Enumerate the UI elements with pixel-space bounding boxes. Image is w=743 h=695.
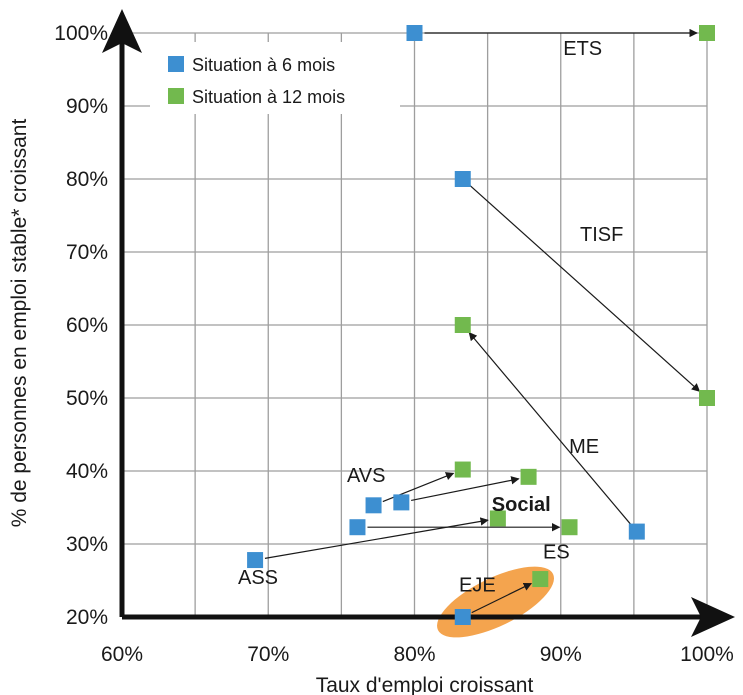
grid-lines	[122, 32, 708, 617]
legend: Situation à 6 mois Situation à 12 mois	[150, 42, 400, 114]
y-axis-label: % de personnes en emploi stable* croissa…	[8, 119, 31, 528]
legend-background	[150, 42, 400, 114]
x-tick-label: 70%	[247, 643, 289, 666]
annotation-social: Social	[492, 494, 551, 516]
data-points	[247, 25, 715, 625]
y-tick-label: 80%	[66, 168, 108, 191]
point-12mois-me	[454, 317, 471, 333]
point-6mois-social	[393, 494, 410, 511]
x-axis-arrowhead	[691, 597, 735, 637]
transition-arrows	[264, 28, 701, 614]
arrow-social	[411, 476, 520, 502]
y-tick-label: 50%	[66, 387, 108, 410]
annotation-me: ME	[569, 436, 599, 458]
point-6mois-eje	[454, 609, 471, 625]
legend-label: Situation à 12 mois	[192, 87, 345, 107]
highlight-ellipse-eje	[437, 566, 554, 638]
annotation-ass: ASS	[238, 567, 278, 589]
annotations: ETS TISF ME AVS Social ES ASS EJE	[238, 38, 623, 597]
point-12mois-ass	[489, 510, 506, 527]
highlight-layer	[437, 566, 554, 638]
y-tick-label: 30%	[66, 533, 108, 556]
x-tick-label: 90%	[540, 643, 582, 666]
y-tick-label: 40%	[66, 460, 108, 483]
legend-swatch	[168, 88, 184, 104]
arrow-eje	[471, 582, 533, 614]
y-tick-label: 90%	[66, 95, 108, 118]
point-6mois-es	[349, 519, 366, 536]
annotation-tisf: TISF	[580, 224, 623, 246]
point-6mois-ets	[406, 25, 423, 41]
annotation-es: ES	[543, 542, 570, 564]
arrow-tisf	[469, 185, 701, 392]
tick-labels: 60% 70% 80% 90% 100% 20% 30% 40% 50% 60% 70% 80% 90%…	[54, 22, 734, 666]
point-12mois-ets	[699, 25, 715, 41]
point-12mois-avs	[454, 461, 471, 478]
annotation-ets: ETS	[563, 38, 602, 60]
x-tick-label: 60%	[101, 643, 143, 666]
arrow-ass	[264, 517, 489, 559]
y-axis-arrowhead	[102, 9, 142, 53]
point-12mois-eje	[532, 571, 549, 588]
y-tick-label: 60%	[66, 314, 108, 337]
point-12mois-es	[561, 519, 578, 536]
y-tick-label: 70%	[66, 241, 108, 264]
x-axis-label: Taux d'emploi croissant	[316, 674, 534, 695]
x-tick-label: 80%	[393, 643, 435, 666]
point-12mois-tisf	[699, 390, 715, 406]
point-12mois-social	[520, 468, 537, 485]
arrow-me	[468, 332, 631, 525]
point-6mois-ass	[247, 552, 264, 569]
point-6mois-me	[628, 523, 645, 540]
point-6mois-avs	[365, 497, 382, 514]
y-tick-label: 100%	[54, 22, 108, 45]
axes	[102, 9, 735, 637]
annotation-eje: EJE	[459, 574, 496, 596]
annotation-avs: AVS	[347, 465, 386, 487]
legend-label: Situation à 6 mois	[192, 55, 335, 75]
x-tick-label: 100%	[680, 643, 734, 666]
y-tick-label: 20%	[66, 606, 108, 629]
legend-swatch	[168, 56, 184, 72]
point-6mois-tisf	[454, 171, 471, 187]
